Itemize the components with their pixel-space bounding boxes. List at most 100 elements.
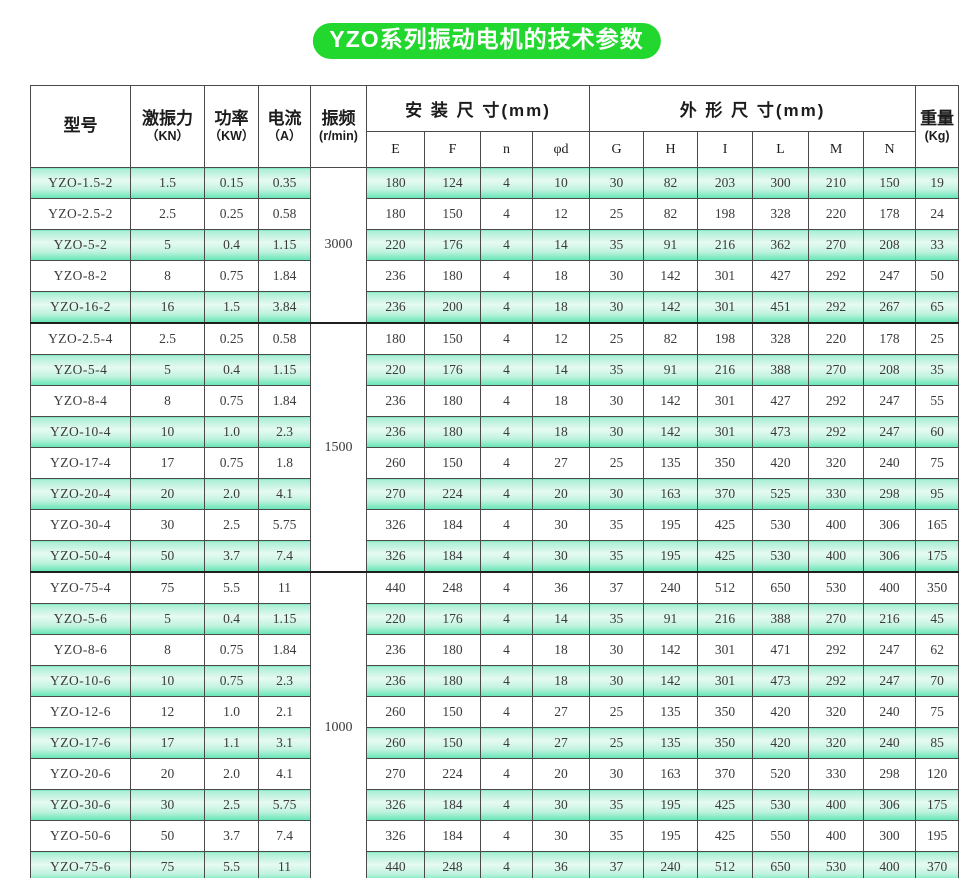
value-cell: 301: [697, 385, 754, 417]
value-cell: 530: [752, 540, 810, 573]
model-cell: YZO-5-2: [30, 229, 131, 261]
value-cell: 2.5: [204, 509, 259, 541]
value-cell: 30: [589, 167, 645, 199]
value-cell: 320: [808, 447, 865, 479]
value-cell: 0.75: [204, 260, 259, 292]
value-cell: 400: [863, 571, 917, 604]
value-cell: 18: [531, 665, 591, 697]
value-cell: 247: [863, 416, 917, 448]
value-cell: 180: [366, 198, 425, 230]
value-cell: 184: [424, 540, 481, 573]
value-cell: 0.75: [204, 385, 259, 417]
value-cell: 4: [480, 260, 533, 292]
value-cell: 24: [915, 198, 960, 230]
value-cell: 0.25: [204, 198, 259, 230]
value-cell: 425: [697, 789, 754, 821]
value-cell: 326: [366, 540, 425, 573]
value-cell: 12: [130, 696, 205, 728]
value-cell: 27: [531, 447, 591, 479]
value-cell: 14: [531, 603, 591, 635]
value-cell: 5: [130, 354, 205, 386]
value-cell: 247: [863, 260, 917, 292]
value-cell: 5.5: [204, 571, 259, 604]
value-cell: 35: [915, 354, 960, 386]
value-cell: 326: [366, 789, 425, 821]
table-row: YZO-10-6 10 0.75 2.3 236 180 4 18 30 142 301 473 292…: [30, 665, 960, 697]
value-cell: 236: [366, 260, 425, 292]
col-header-M: M: [808, 131, 865, 168]
value-cell: 180: [424, 665, 481, 697]
col-header-power: 功率 （KW）: [204, 85, 259, 168]
value-cell: 427: [752, 260, 810, 292]
col-header-weight: 重量 (Kg): [915, 85, 960, 168]
value-cell: 35: [589, 509, 645, 541]
value-cell: 240: [643, 571, 699, 604]
value-cell: 292: [808, 260, 865, 292]
value-cell: 216: [697, 229, 754, 261]
value-cell: 224: [424, 758, 481, 790]
value-cell: 30: [589, 665, 645, 697]
value-cell: 247: [863, 665, 917, 697]
value-cell: 142: [643, 665, 699, 697]
value-cell: 16: [130, 291, 205, 324]
col-header-frequency: 振频 (r/min): [310, 85, 367, 168]
value-cell: 224: [424, 478, 481, 510]
value-cell: 25: [589, 322, 645, 355]
table-row: YZO-12-6 12 1.0 2.1 260 150 4 27 25 135 350 420 320 2…: [30, 696, 960, 728]
value-cell: 270: [808, 603, 865, 635]
value-cell: 55: [915, 385, 960, 417]
value-cell: 0.4: [204, 229, 259, 261]
value-cell: 30: [589, 478, 645, 510]
value-cell: 400: [808, 540, 865, 573]
value-cell: 3.1: [258, 727, 311, 759]
value-cell: 326: [366, 820, 425, 852]
value-cell: 10: [130, 416, 205, 448]
value-cell: 471: [752, 634, 810, 666]
value-cell: 195: [643, 509, 699, 541]
value-cell: 180: [366, 322, 425, 355]
col-header-current: 电流 （A）: [258, 85, 311, 168]
table-row: YZO-5-4 5 0.4 1.15 220 176 4 14 35 91 216 388 270 208…: [30, 354, 960, 386]
value-cell: 270: [366, 478, 425, 510]
value-cell: 260: [366, 727, 425, 759]
value-cell: 195: [915, 820, 960, 852]
value-cell: 178: [863, 322, 917, 355]
value-cell: 4: [480, 851, 533, 878]
value-cell: 4.1: [258, 758, 311, 790]
value-cell: 328: [752, 322, 810, 355]
weight-label: 重量: [920, 108, 955, 128]
value-cell: 298: [863, 478, 917, 510]
value-cell: 270: [808, 354, 865, 386]
value-cell: 0.75: [204, 447, 259, 479]
col-header-H: H: [643, 131, 699, 168]
col-header-N: N: [863, 131, 917, 168]
model-cell: YZO-8-2: [30, 260, 131, 292]
value-cell: 208: [863, 354, 917, 386]
value-cell: 236: [366, 291, 425, 324]
value-cell: 37: [589, 571, 645, 604]
value-cell: 5.75: [258, 789, 311, 821]
value-cell: 4: [480, 603, 533, 635]
table-row: YZO-5-2 5 0.4 1.15 220 176 4 14 35 91 216 362 270 208…: [30, 229, 960, 261]
value-cell: 11: [258, 571, 311, 604]
value-cell: 142: [643, 385, 699, 417]
value-cell: 320: [808, 727, 865, 759]
table-row: YZO-50-4 50 3.7 7.4 326 184 4 30 35 195 425 530 400 3…: [30, 540, 960, 573]
value-cell: 10: [130, 665, 205, 697]
model-cell: YZO-30-6: [30, 789, 131, 821]
col-header-phi-d: φd: [531, 131, 591, 168]
value-cell: 4: [480, 634, 533, 666]
value-cell: 8: [130, 260, 205, 292]
value-cell: 175: [915, 540, 960, 573]
value-cell: 180: [366, 167, 425, 199]
value-cell: 30: [531, 789, 591, 821]
value-cell: 120: [915, 758, 960, 790]
value-cell: 2.0: [204, 758, 259, 790]
col-header-F: F: [424, 131, 481, 168]
value-cell: 198: [697, 198, 754, 230]
value-cell: 512: [697, 851, 754, 878]
header-row-sub: E F n φd G H I L M N: [31, 131, 959, 168]
value-cell: 25: [589, 727, 645, 759]
value-cell: 350: [697, 727, 754, 759]
model-cell: YZO-5-6: [30, 603, 131, 635]
